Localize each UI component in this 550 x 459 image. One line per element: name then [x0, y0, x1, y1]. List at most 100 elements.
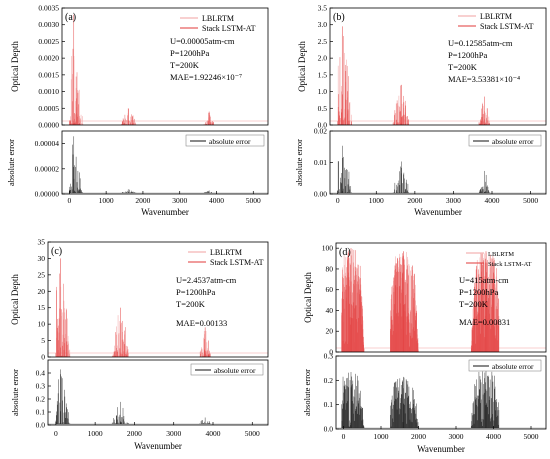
y-tick-label: 0.0015 [38, 70, 59, 79]
annotation: U=2.4537atm-cm [176, 275, 237, 285]
legend-label-lblrtm: LBLRTM [202, 14, 234, 23]
x-tick-label: 0 [54, 429, 58, 438]
y-tick-label: 0.00002 [35, 164, 60, 173]
x-tick-label: 0 [342, 432, 346, 441]
bottom-axes-frame [47, 359, 269, 426]
panel-d: 0 20 40 60 80 100 Optical Depth (d) LBLRTM Stack … [302, 242, 547, 454]
legend: absolute error [468, 134, 542, 147]
y-tick-label: 0.0 [36, 421, 46, 430]
y-tick-label: 5 [41, 336, 45, 345]
y-tick-label: 0.1 [324, 400, 334, 409]
annotation: MAE=3.53381×10⁻⁴ [448, 74, 520, 84]
x-tick-label: 3000 [449, 432, 464, 441]
legend-label-lblrtm: LBLRTM [488, 251, 514, 258]
y-tick-label: 0.0010 [38, 87, 59, 96]
series-absolute-error-band [471, 369, 500, 428]
y-tick-label: 0.3 [36, 382, 46, 391]
series-absolute-error-band [111, 401, 129, 424]
legend-box [190, 363, 264, 376]
x-tick-label: 0 [336, 196, 340, 205]
panel-label: (d) [339, 247, 351, 258]
bottom-axes-frame [61, 130, 269, 195]
y-axis-label: Optical Depth [297, 41, 307, 92]
series-stack-lstm-band [69, 14, 84, 125]
optical-depth-plot: 0 5 10 15 20 25 30 35 Optical Depth (c) LBLRTMStac… [10, 238, 269, 362]
y-tick-label: 1.5 [318, 70, 328, 79]
legend-box [468, 359, 542, 372]
x-tick-label: 4000 [486, 432, 501, 441]
y-axis-label: Optical Depth [10, 274, 20, 325]
annotation: T=200K [176, 299, 206, 309]
legend: absolute error [468, 359, 542, 372]
x-tick-label: 4000 [209, 196, 224, 205]
absolute-error-plot: 0.0 0.1 0.2 0.3 0.4 absolute error absolute er… [10, 359, 269, 438]
y-tick-label: 0.00000 [35, 190, 60, 199]
y-axis-label: absolute error [10, 369, 20, 416]
y-tick-label: 40 [326, 306, 334, 315]
annotation: T=200K [170, 60, 200, 70]
top-axes-frame [47, 241, 269, 358]
y-tick-label: 0.00004 [35, 139, 60, 148]
annotation: U=415atm-cm [459, 275, 509, 285]
y-tick-label: 0.1 [36, 408, 46, 417]
legend-label-stack-lstm: Stack LSTM-AT [210, 258, 264, 267]
annotation: T=200K [459, 299, 489, 309]
series-absolute-error-band [390, 376, 419, 428]
y-axis-label: absolute error [294, 139, 304, 186]
y-tick-label: 25 [38, 270, 46, 279]
x-tick-label: 1000 [369, 196, 384, 205]
x-axis-label: Wavenumber [417, 444, 465, 454]
optical-depth-plot: 0 20 40 60 80 100 Optical Depth (d) LBLRTM Stack … [303, 242, 547, 357]
y-tick-label: 35 [38, 238, 46, 247]
series-stack-lstm-band [199, 327, 212, 357]
annotation: P=1200hPa [176, 287, 215, 297]
series-stack-lstm-band [471, 251, 500, 352]
y-tick-label: 0.0000 [38, 121, 59, 130]
x-axis-label: Wavenumber [141, 207, 189, 217]
x-tick-label: 5000 [246, 196, 261, 205]
series-absolute-error-band [69, 136, 84, 193]
x-tick-label: 1000 [88, 429, 103, 438]
x-tick-label: 3000 [166, 429, 181, 438]
x-tick-label: 4000 [206, 429, 221, 438]
y-axis-label: absolute error [6, 139, 16, 186]
y-tick-label: 0 [329, 348, 333, 357]
y-tick-label: 0.0 [324, 425, 334, 434]
annotation: U=0.12585atm-cm [448, 38, 513, 48]
series-stack-lstm-band [341, 248, 365, 352]
absolute-error-plot: 0.0 0.1 0.2 0.3 absolute error absolute error… [302, 352, 547, 441]
panel-b: 0.0 0.5 1.0 1.5 2.0 2.5 3.0 3.5 Optical Depth (b)… [294, 4, 547, 217]
y-tick-label: 0.00 [314, 190, 327, 199]
series-stack-lstm-band [337, 26, 352, 125]
top-axes-frame [329, 7, 547, 126]
annotation: MAE=1.92246×10⁻⁷ [170, 72, 242, 82]
legend-label-lblrtm: LBLRTM [210, 248, 242, 257]
y-tick-label: 20 [326, 327, 334, 336]
x-tick-label: 1000 [374, 432, 389, 441]
legend-label-error: absolute error [214, 366, 256, 375]
x-tick-label: 0 [67, 196, 71, 205]
series-stack-lstm-band [390, 251, 419, 352]
y-tick-label: 0.3 [324, 352, 334, 361]
y-tick-label: 0.2 [36, 395, 46, 404]
series-absolute-error-band [337, 145, 352, 193]
y-tick-label: 0.5 [318, 104, 328, 113]
x-axis-label: Wavenumber [414, 207, 462, 217]
series-absolute-error-band [203, 190, 215, 193]
y-tick-label: 2.5 [318, 37, 328, 46]
y-tick-label: 0.02 [314, 127, 327, 136]
annotation: P=1200hPa [459, 287, 498, 297]
annotation: MAE=0.00831 [459, 317, 510, 327]
series-absolute-error-band [392, 161, 410, 193]
top-axes-frame [61, 7, 269, 126]
x-tick-label: 2000 [411, 432, 426, 441]
x-tick-label: 2000 [135, 196, 150, 205]
y-tick-label: 0.0025 [38, 37, 59, 46]
series-stack-lstm-band [478, 96, 490, 125]
legend-label-stack-lstm: Stack LSTM-AT [488, 261, 532, 268]
x-axis-label: Wavenumber [134, 441, 182, 451]
y-tick-label: 0.0030 [38, 20, 59, 29]
